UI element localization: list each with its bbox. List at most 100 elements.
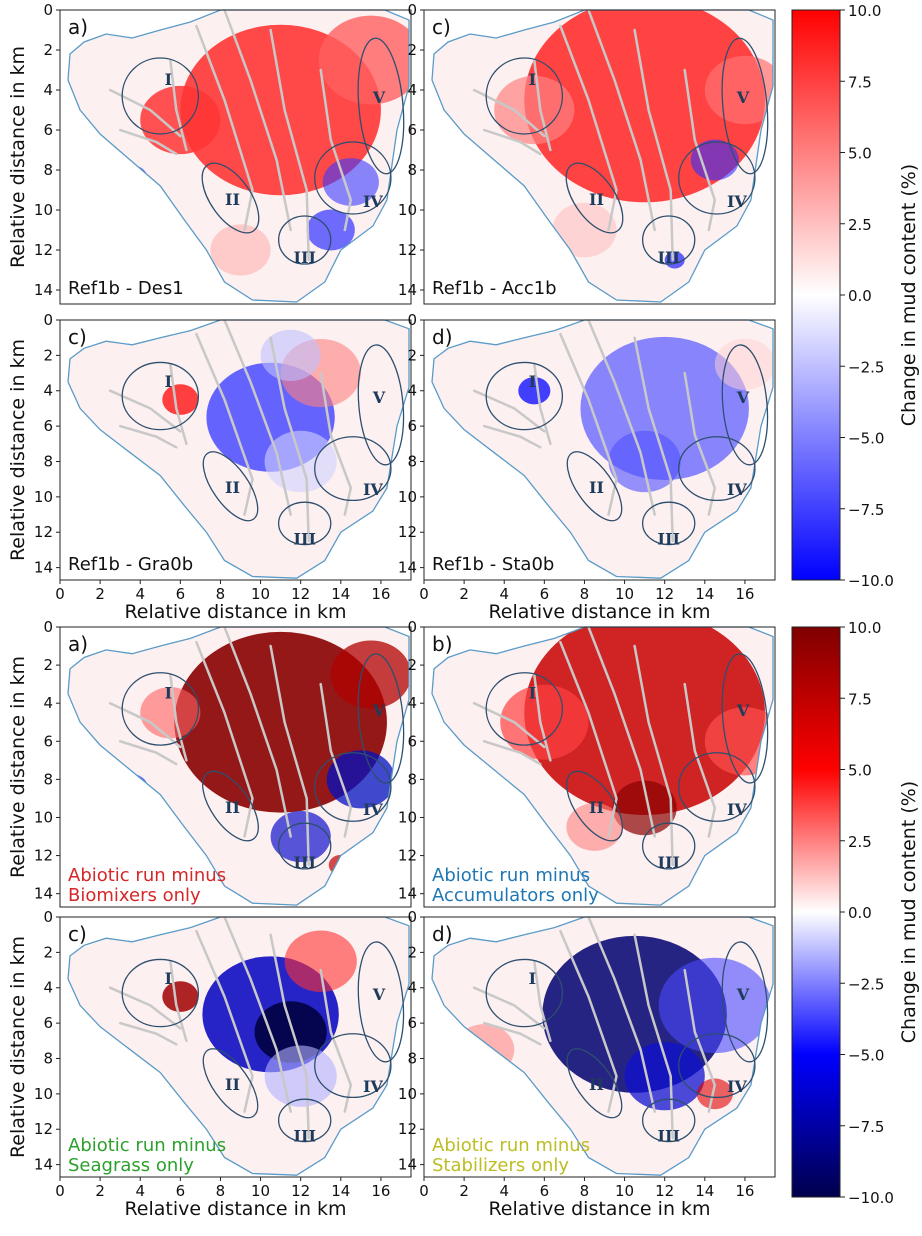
y-tick-label: 8 xyxy=(43,161,53,179)
channel-line xyxy=(683,68,717,232)
y-tick-label: 6 xyxy=(407,121,417,139)
y-tick-label: 8 xyxy=(407,452,417,470)
zone-label: V xyxy=(736,985,750,1004)
y-tick-label: 0 xyxy=(407,908,417,926)
mud-change-patch xyxy=(318,15,409,105)
zone-ellipse xyxy=(357,344,405,466)
zone-ellipse xyxy=(314,141,392,215)
y-tick-label: 10 xyxy=(34,1085,53,1103)
colorbar xyxy=(791,626,841,1198)
zone-label: V xyxy=(372,985,386,1004)
channel-line xyxy=(319,371,353,516)
zone-label: II xyxy=(589,190,604,209)
y-axis-label: Relative distance in km xyxy=(7,339,29,561)
y-tick-label: 10 xyxy=(398,808,417,826)
y-tick-label: 14 xyxy=(398,281,417,299)
axes-frame xyxy=(423,626,776,908)
y-tick-label: 6 xyxy=(43,417,53,435)
y-tick-label: 4 xyxy=(43,694,53,712)
channel-line xyxy=(169,959,188,1043)
x-tick-label: 8 xyxy=(216,1182,226,1200)
channel-line xyxy=(223,917,292,1113)
y-tick-label: 2 xyxy=(43,346,53,364)
channel-line xyxy=(269,644,310,867)
x-tick-label: 14 xyxy=(695,1182,714,1200)
channel-line xyxy=(118,128,178,156)
channel-line xyxy=(683,371,717,516)
channel-line xyxy=(108,389,182,433)
mud-change-patch xyxy=(524,627,765,816)
channel-line xyxy=(223,10,292,232)
x-tick-label: 16 xyxy=(735,1182,754,1200)
channel-line xyxy=(319,968,353,1113)
zone-ellipse xyxy=(566,451,623,522)
y-tick-label: 8 xyxy=(407,1049,417,1067)
x-tick-label: 0 xyxy=(55,585,65,603)
axes-frame xyxy=(59,916,412,1178)
channel-line xyxy=(633,933,674,1140)
axes-frame xyxy=(423,319,776,581)
y-tick-label: 6 xyxy=(407,1014,417,1032)
zone-ellipse xyxy=(485,361,564,431)
y-tick-label: 10 xyxy=(398,201,417,219)
panel-caption-line1: Abiotic run minus xyxy=(432,865,590,886)
y-tick-label: 8 xyxy=(407,161,417,179)
estuary-outline xyxy=(431,916,774,1176)
y-tick-label: 12 xyxy=(34,847,53,865)
y-tick-label: 0 xyxy=(407,1,417,19)
zone-label: III xyxy=(293,853,315,872)
zone-ellipse xyxy=(314,1033,392,1099)
panel-letter: c) xyxy=(68,922,87,946)
y-tick-label: 10 xyxy=(34,808,53,826)
y-tick-label: 10 xyxy=(34,488,53,506)
zone-ellipse xyxy=(277,1098,332,1143)
zone-label: III xyxy=(657,1126,679,1145)
mud-change-patch xyxy=(326,750,395,809)
colorbar-tick-label: −10.0 xyxy=(848,1189,894,1207)
zone-ellipse xyxy=(721,344,769,466)
zone-label: IV xyxy=(727,800,747,819)
x-tick-label: 6 xyxy=(540,585,550,603)
x-tick-label: 6 xyxy=(540,1182,550,1200)
channel-line xyxy=(195,332,254,516)
channel-line xyxy=(633,28,674,262)
y-tick-label: 2 xyxy=(43,41,53,59)
y-tick-label: 0 xyxy=(43,311,53,329)
colorbar-tick-label: 10.0 xyxy=(848,619,881,637)
x-tick-label: 8 xyxy=(580,1182,590,1200)
y-tick-label: 6 xyxy=(43,732,53,750)
zone-ellipse xyxy=(202,451,259,522)
colorbar xyxy=(791,9,841,581)
y-tick-label: 4 xyxy=(407,694,417,712)
panel-caption-line2: Seagrass only xyxy=(68,1155,194,1176)
zone-label: IV xyxy=(363,1077,383,1096)
zone-ellipse xyxy=(202,770,259,842)
x-tick-label: 4 xyxy=(135,585,145,603)
zone-label: I xyxy=(529,969,536,988)
y-tick-label: 4 xyxy=(407,81,417,99)
estuary-outline xyxy=(431,9,774,303)
x-tick-label: 10 xyxy=(615,585,634,603)
panel-letter: b) xyxy=(432,632,453,656)
zone-label: II xyxy=(225,190,240,209)
mud-change-patch xyxy=(210,224,271,276)
colorbar-tick-label: 7.5 xyxy=(848,690,872,708)
x-tick-label: 10 xyxy=(251,1182,270,1200)
colorbar-label: Change in mud content (%) xyxy=(898,781,920,1043)
zone-label: V xyxy=(736,88,750,107)
panel-caption-line2: Accumulators only xyxy=(432,885,599,906)
zone-label: IV xyxy=(727,192,747,211)
zone-ellipse xyxy=(121,361,200,431)
x-tick-label: 6 xyxy=(176,585,186,603)
channel-line xyxy=(482,128,542,156)
axes-frame xyxy=(59,626,412,908)
y-tick-label: 10 xyxy=(398,1085,417,1103)
zone-label: II xyxy=(589,798,604,817)
y-tick-label: 2 xyxy=(43,943,53,961)
x-tick-label: 10 xyxy=(251,585,270,603)
channel-line xyxy=(559,640,618,838)
zone-ellipse xyxy=(678,141,756,215)
mud-change-patch xyxy=(566,803,623,851)
